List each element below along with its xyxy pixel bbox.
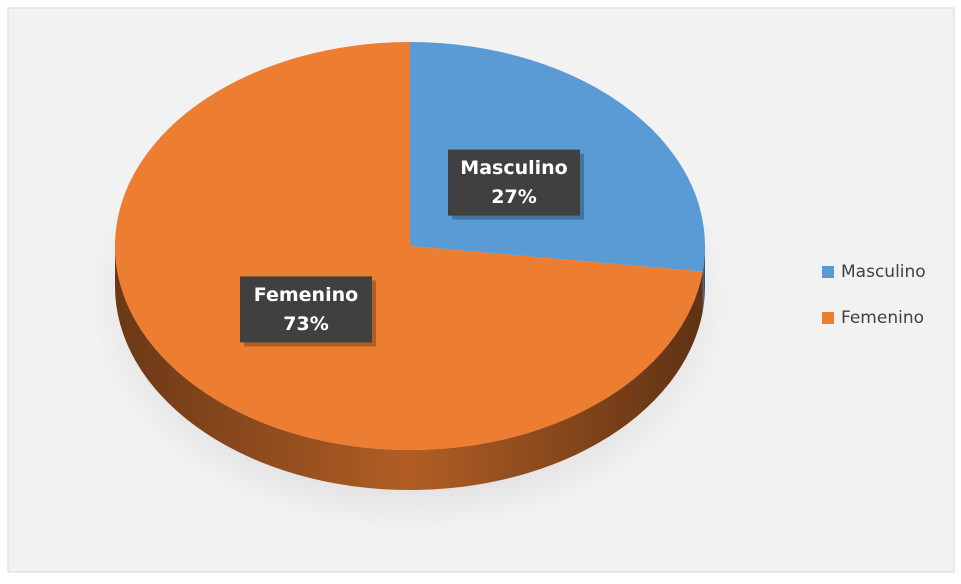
data-labels: Masculino 27% Femenino 73% — [239, 149, 585, 347]
label-box — [239, 276, 372, 343]
label-name: Masculino — [460, 157, 567, 179]
slice — [115, 42, 703, 451]
legend-swatch — [822, 266, 834, 278]
legend-swatch — [822, 312, 834, 324]
legend-label: Masculino — [841, 262, 926, 282]
slice-side-shade — [702, 246, 705, 312]
label-name: Femenino — [254, 284, 358, 306]
label-value: 27% — [491, 186, 536, 208]
legend-label: Femenino — [841, 308, 924, 328]
slice-side-shade — [115, 246, 703, 491]
legend: Masculino Femenino — [822, 262, 926, 328]
label-box — [448, 149, 581, 216]
pie — [115, 42, 706, 491]
label-value: 73% — [283, 313, 328, 335]
